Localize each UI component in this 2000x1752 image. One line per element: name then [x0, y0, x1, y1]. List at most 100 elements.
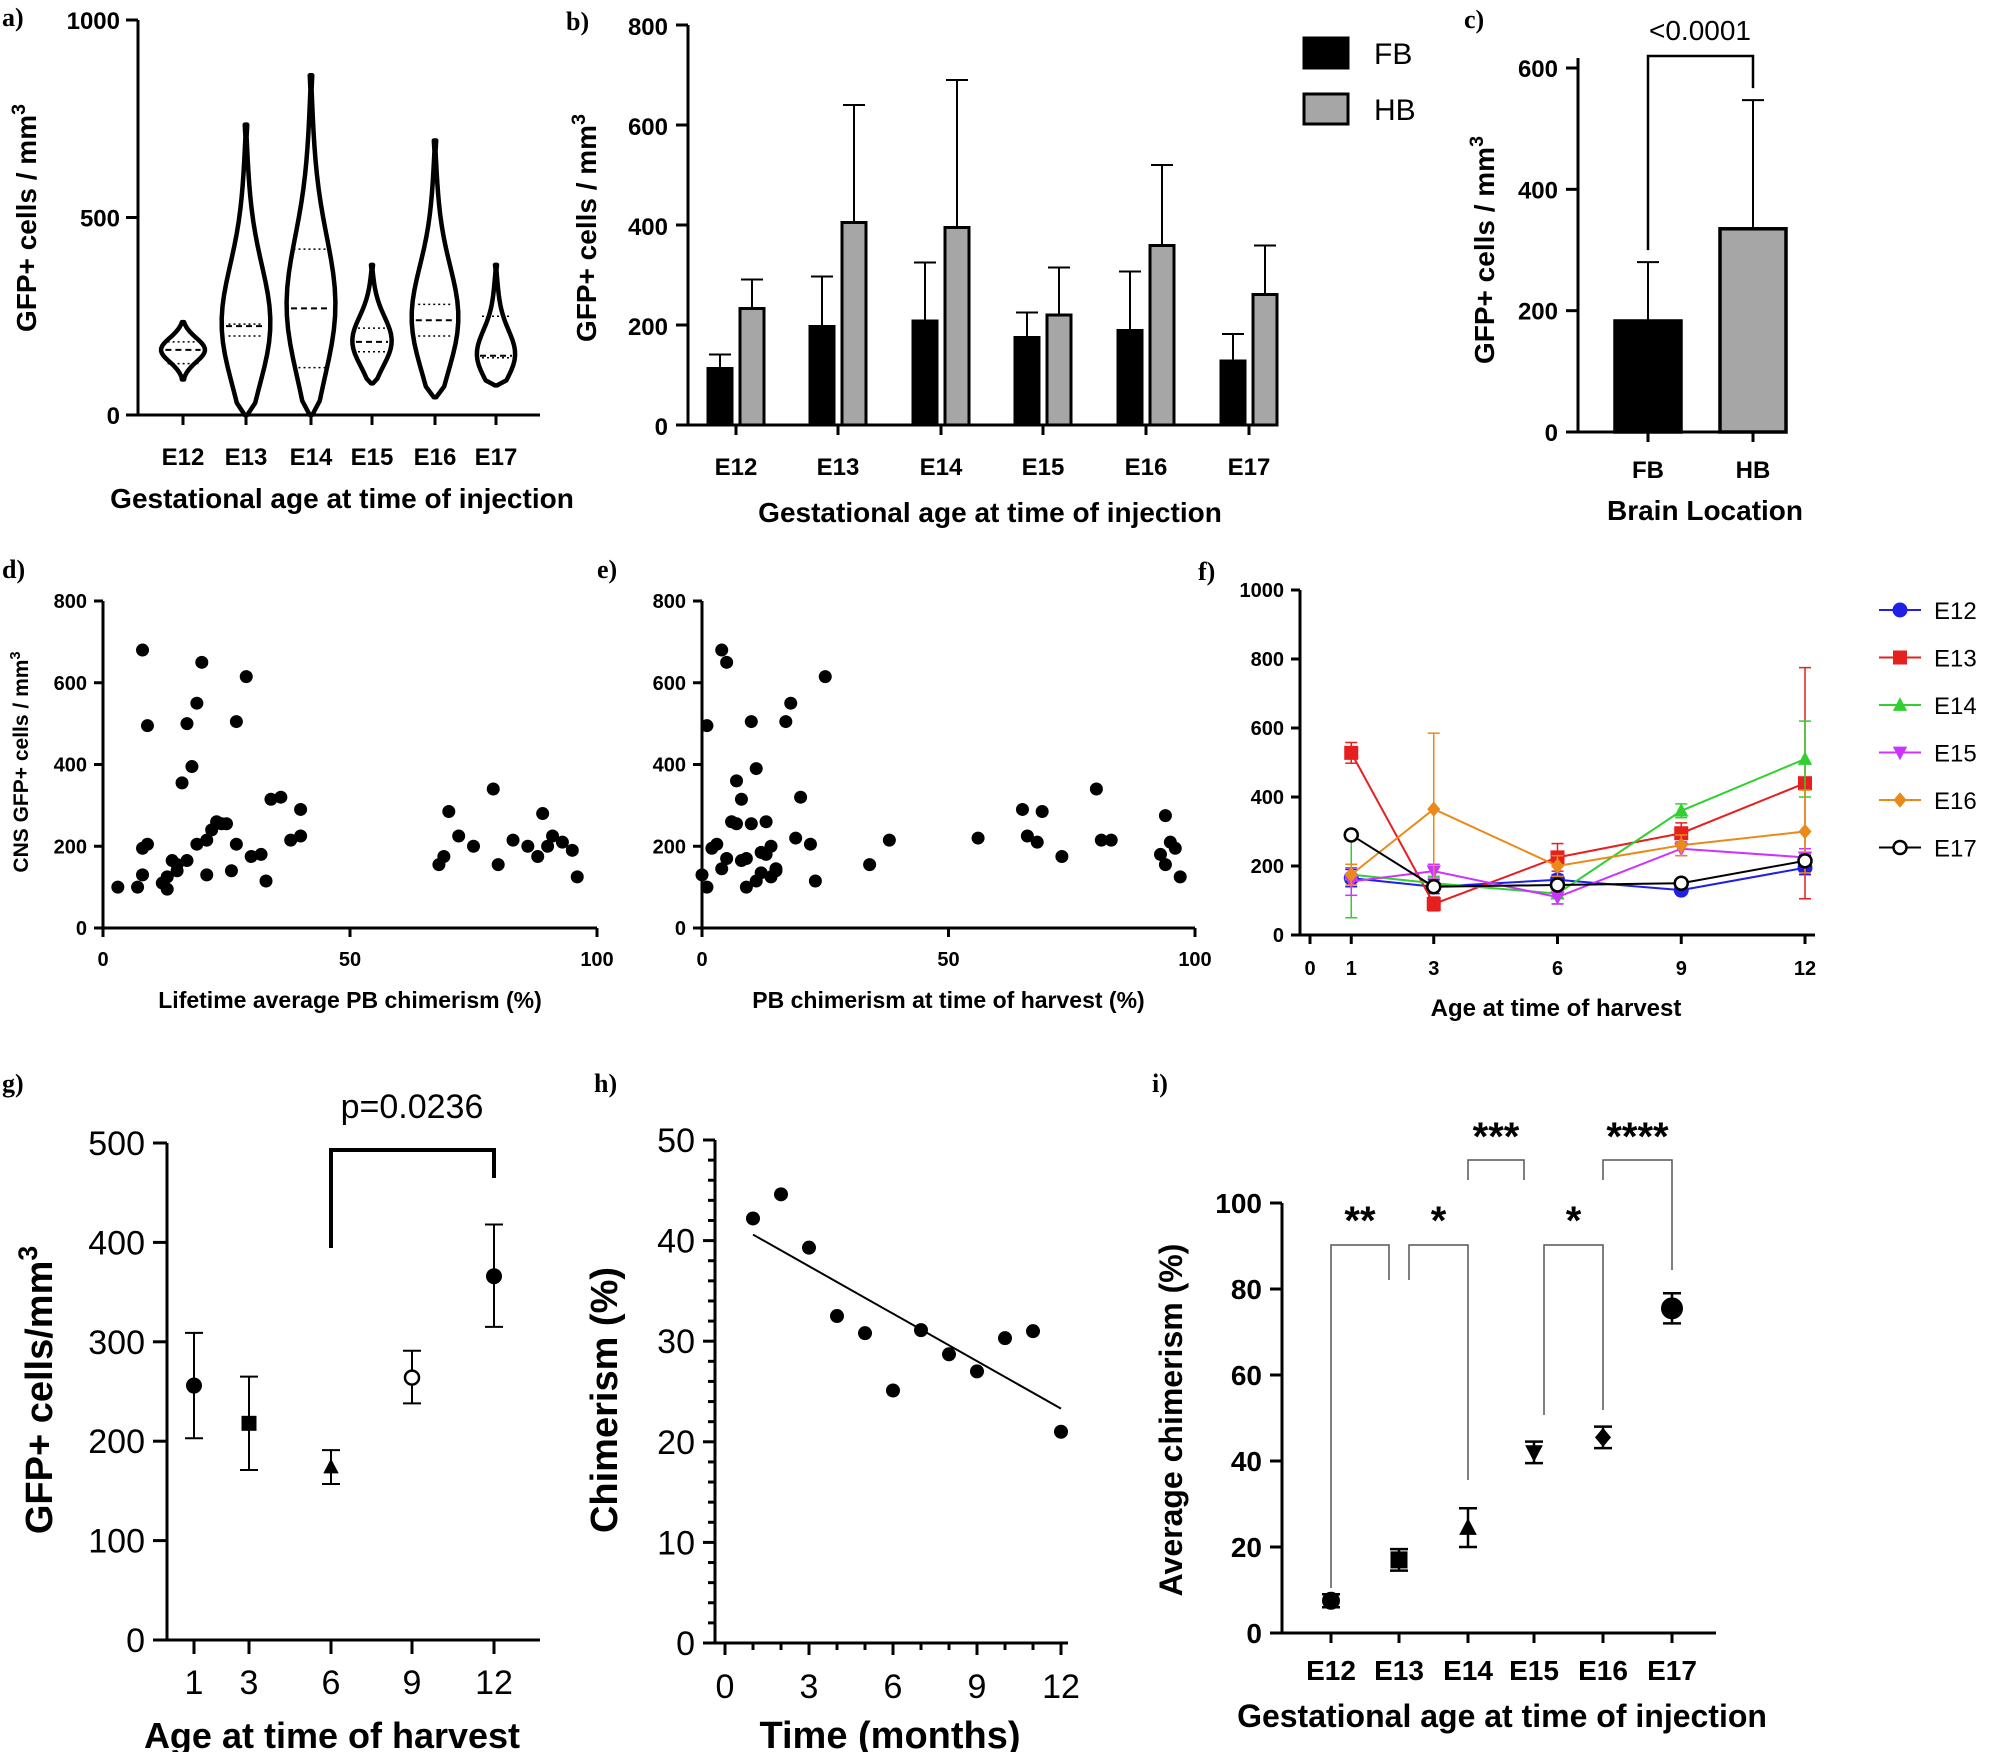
- y-tick-label: 200: [88, 1423, 145, 1461]
- significance-bracket: [1602, 1159, 1673, 1270]
- x-tick-label: 3: [240, 1664, 259, 1702]
- scatter-point: [190, 696, 204, 710]
- y-tick-label: 800: [1251, 649, 1284, 671]
- scatter-point: [1054, 1424, 1068, 1439]
- bar-HB: [1148, 244, 1176, 427]
- y-tick-label: 0: [676, 1625, 695, 1663]
- scatter-point: [239, 670, 253, 684]
- x-tick-label: 100: [1178, 949, 1211, 971]
- panel-label: f): [1198, 557, 1215, 586]
- violin-E15: [350, 262, 394, 386]
- x-tick-label: 1: [1346, 958, 1357, 980]
- x-tick-label: E17: [1228, 454, 1271, 481]
- data-point: [403, 1369, 421, 1386]
- scatter-point: [803, 837, 817, 851]
- scatter-point: [160, 882, 174, 896]
- legend-label: E14: [1934, 693, 1977, 720]
- scatter-point: [1035, 805, 1049, 819]
- scatter-point: [284, 833, 298, 847]
- scatter-point: [1168, 841, 1182, 855]
- scatter-point: [170, 858, 184, 872]
- y-tick-label: 60: [1231, 1360, 1262, 1391]
- significance-label: **: [1344, 1199, 1376, 1243]
- scatter-point: [774, 1187, 788, 1202]
- significance-bracket: [329, 1148, 496, 1248]
- series-marker-E16: [1344, 866, 1358, 883]
- y-axis-label: CNS GFP+ cells / mm3: [8, 651, 33, 872]
- y-tick-label: 0: [675, 918, 686, 940]
- bar-FB: [808, 325, 836, 427]
- significance-bracket: [1646, 54, 1755, 251]
- y-tick-label: 20: [657, 1424, 695, 1462]
- legend-label: E16: [1934, 788, 1977, 815]
- x-tick-label: 3: [800, 1668, 819, 1706]
- significance-bracket: [1467, 1159, 1525, 1180]
- scatter-point: [754, 866, 768, 880]
- y-tick-label: 40: [1231, 1446, 1262, 1477]
- scatter-point: [506, 833, 520, 847]
- scatter-point: [536, 807, 550, 821]
- significance-label: p=0.0236: [341, 1088, 484, 1126]
- data-point: [1595, 1427, 1611, 1447]
- scatter-point: [749, 762, 763, 776]
- significance-label: ****: [1606, 1115, 1669, 1159]
- scatter-point: [970, 1364, 984, 1379]
- bar-HB: [1251, 293, 1279, 427]
- legend-label: E15: [1934, 741, 1977, 768]
- data-point: [1661, 1297, 1683, 1320]
- series-marker-E17: [1797, 853, 1813, 869]
- significance-label: *: [1431, 1199, 1447, 1243]
- x-axis-label: Gestational age at time of injection: [1237, 1698, 1767, 1734]
- y-tick-label: 600: [1518, 56, 1558, 83]
- y-tick-label: 800: [628, 14, 668, 41]
- scatter-point: [195, 655, 209, 669]
- significance-label: <0.0001: [1649, 15, 1751, 46]
- scatter-point: [1158, 809, 1172, 823]
- y-tick-label: 0: [1273, 925, 1284, 947]
- bar-HB: [840, 221, 868, 427]
- series-marker-E14: [1797, 751, 1813, 765]
- x-tick-label: 6: [322, 1664, 341, 1702]
- scatter-point: [942, 1347, 956, 1362]
- scatter-point: [229, 837, 243, 851]
- y-tick-label: 300: [88, 1324, 145, 1362]
- y-tick-label: 1000: [67, 8, 120, 35]
- scatter-point: [830, 1309, 844, 1324]
- violin-E14: [284, 73, 338, 418]
- scatter-point: [1015, 802, 1029, 816]
- scatter-point: [254, 847, 268, 861]
- y-tick-label: 0: [107, 403, 120, 430]
- y-tick-label: 30: [657, 1323, 695, 1361]
- scatter-point: [437, 849, 451, 863]
- x-tick-label: E14: [920, 454, 963, 481]
- scatter-point: [259, 874, 273, 888]
- scatter-point: [739, 880, 753, 894]
- scatter-point: [710, 837, 724, 851]
- scatter-point: [200, 833, 214, 847]
- scatter-point: [695, 868, 709, 882]
- scatter-point: [442, 805, 456, 819]
- y-tick-label: 80: [1231, 1274, 1262, 1305]
- y-tick-label: 400: [653, 755, 686, 777]
- bar-HB: [1045, 313, 1073, 427]
- x-tick-label: E12: [162, 444, 205, 471]
- scatter-point: [802, 1240, 816, 1255]
- series-marker-E16: [1551, 858, 1564, 874]
- x-tick-label: FB: [1632, 457, 1664, 484]
- scatter-point: [274, 790, 288, 804]
- legend-label: E13: [1934, 646, 1977, 673]
- y-tick-label: 400: [1251, 787, 1284, 809]
- series-marker-E16: [1427, 801, 1441, 817]
- x-tick-label: 1: [185, 1664, 204, 1702]
- scatter-point: [720, 852, 734, 866]
- scatter-point: [1104, 833, 1118, 847]
- x-axis-label: Age at time of harvest: [144, 1715, 520, 1752]
- x-tick-label: E16: [414, 444, 457, 471]
- y-tick-label: 0: [1246, 1618, 1262, 1649]
- y-tick-label: 500: [80, 206, 120, 233]
- bar-HB: [943, 226, 971, 427]
- scatter-point: [700, 880, 714, 894]
- y-tick-label: 1000: [1240, 580, 1285, 602]
- legend-marker-E16: [1893, 792, 1907, 808]
